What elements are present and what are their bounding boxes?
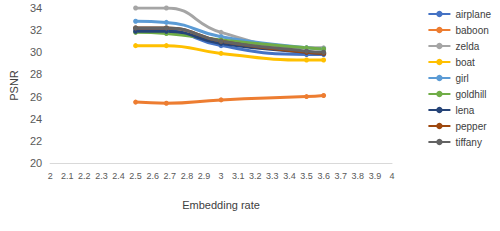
svg-text:2.8: 2.8 bbox=[181, 171, 194, 181]
svg-text:2.6: 2.6 bbox=[146, 171, 159, 181]
svg-text:lena: lena bbox=[455, 105, 474, 116]
svg-text:26: 26 bbox=[30, 91, 42, 103]
svg-text:3.2: 3.2 bbox=[249, 171, 262, 181]
svg-text:pepper: pepper bbox=[455, 121, 487, 132]
svg-text:tiffany: tiffany bbox=[455, 137, 482, 148]
svg-text:2.9: 2.9 bbox=[198, 171, 211, 181]
svg-text:30: 30 bbox=[30, 46, 42, 58]
svg-text:3.4: 3.4 bbox=[283, 171, 296, 181]
svg-text:2.4: 2.4 bbox=[112, 171, 125, 181]
svg-text:2.5: 2.5 bbox=[129, 171, 142, 181]
svg-text:32: 32 bbox=[30, 24, 42, 36]
svg-text:2.1: 2.1 bbox=[61, 171, 74, 181]
svg-text:3: 3 bbox=[219, 171, 224, 181]
svg-text:4: 4 bbox=[389, 171, 394, 181]
svg-text:3.1: 3.1 bbox=[232, 171, 245, 181]
svg-text:28: 28 bbox=[30, 68, 42, 80]
svg-text:baboon: baboon bbox=[455, 25, 488, 36]
svg-text:boat: boat bbox=[455, 57, 475, 68]
svg-text:PSNR: PSNR bbox=[8, 70, 20, 101]
svg-text:3.9: 3.9 bbox=[369, 171, 382, 181]
svg-text:22: 22 bbox=[30, 135, 42, 147]
svg-text:3.3: 3.3 bbox=[266, 171, 279, 181]
svg-text:3.6: 3.6 bbox=[317, 171, 330, 181]
svg-text:2: 2 bbox=[48, 171, 53, 181]
svg-text:34: 34 bbox=[30, 2, 42, 14]
svg-text:Embedding rate: Embedding rate bbox=[182, 199, 260, 211]
svg-text:3.7: 3.7 bbox=[334, 171, 347, 181]
svg-text:airplane: airplane bbox=[455, 9, 491, 20]
svg-text:zelda: zelda bbox=[455, 41, 479, 52]
svg-text:20: 20 bbox=[30, 157, 42, 169]
svg-text:goldhill: goldhill bbox=[455, 89, 486, 100]
svg-text:3.5: 3.5 bbox=[300, 171, 313, 181]
svg-text:2.7: 2.7 bbox=[164, 171, 177, 181]
svg-text:2.3: 2.3 bbox=[95, 171, 108, 181]
svg-text:3.8: 3.8 bbox=[352, 171, 365, 181]
svg-text:2.2: 2.2 bbox=[78, 171, 91, 181]
svg-text:girl: girl bbox=[455, 73, 468, 84]
svg-text:24: 24 bbox=[30, 113, 42, 125]
